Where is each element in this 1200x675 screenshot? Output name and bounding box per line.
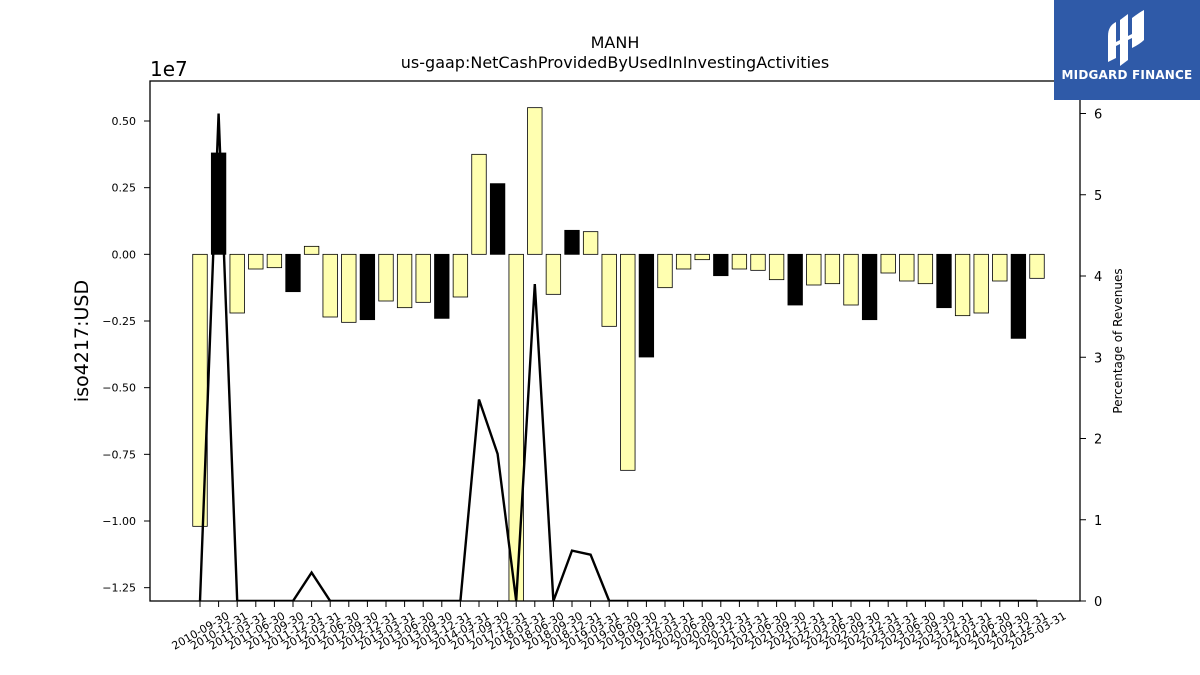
chart-title: MANH xyxy=(591,33,640,52)
bar xyxy=(731,253,748,270)
y-tick-label: −1.00 xyxy=(102,515,136,528)
y-tick-label: 0.00 xyxy=(112,248,137,261)
bar xyxy=(806,253,822,286)
bar xyxy=(564,229,580,255)
bar xyxy=(657,253,673,289)
bar xyxy=(434,253,450,319)
x-axis: 2010-09-302010-12-312011-03-312011-06-30… xyxy=(170,601,1069,653)
bar xyxy=(713,253,729,277)
y-offset-label: 1e7 xyxy=(150,57,188,81)
y2-tick-label: 6 xyxy=(1094,108,1102,123)
y2-axis-label: Percentage of Revenues xyxy=(1111,268,1125,413)
brand-name: MIDGARD FINANCE xyxy=(1061,68,1193,82)
plot-frame xyxy=(149,80,1081,602)
bar xyxy=(378,253,394,302)
bar xyxy=(471,153,487,255)
bar xyxy=(992,253,1008,282)
bar xyxy=(285,253,301,293)
bar xyxy=(266,253,283,269)
y-tick-label: 0.50 xyxy=(112,115,137,128)
bar xyxy=(768,253,785,281)
y2-tick-label: 3 xyxy=(1094,351,1102,366)
midgard-logo-icon xyxy=(1108,10,1144,66)
y-tick-label: −1.25 xyxy=(102,582,136,595)
y2-tick-label: 0 xyxy=(1094,595,1102,610)
bar xyxy=(899,253,915,282)
bar xyxy=(1010,253,1027,339)
y-tick-label: −0.75 xyxy=(102,448,136,461)
bar xyxy=(489,183,506,255)
bar xyxy=(1029,253,1045,279)
bar-group xyxy=(192,107,1045,602)
bar xyxy=(527,107,543,255)
bar xyxy=(303,245,320,255)
bar xyxy=(694,253,710,261)
bar xyxy=(973,253,989,314)
bar xyxy=(248,253,264,270)
bar xyxy=(917,253,934,285)
ratio-line-group xyxy=(198,113,1037,601)
y2-tick-label: 2 xyxy=(1094,433,1102,448)
bar xyxy=(824,253,841,285)
bar xyxy=(675,253,692,270)
bar xyxy=(750,253,766,271)
y2-tick-label: 5 xyxy=(1094,189,1102,204)
bar xyxy=(936,253,952,309)
bar xyxy=(415,253,431,303)
bar xyxy=(229,253,245,314)
y-tick-label: 0.25 xyxy=(112,182,137,195)
bar xyxy=(954,253,971,317)
y2-tick-label: 4 xyxy=(1094,270,1102,285)
brand-logo: MIDGARD FINANCE xyxy=(1054,0,1200,100)
bar xyxy=(582,231,599,255)
bar xyxy=(341,253,357,323)
bar xyxy=(322,253,338,318)
y2-axis: 0 1 2 3 4 5 6 xyxy=(1080,108,1102,610)
bar xyxy=(396,253,413,309)
bar xyxy=(452,253,469,298)
y-axis-label: iso4217:USD xyxy=(71,280,93,402)
y-tick-label: −0.25 xyxy=(102,315,136,328)
bar xyxy=(601,253,617,327)
bar xyxy=(508,253,524,602)
bar xyxy=(787,253,803,306)
bar xyxy=(880,253,896,274)
y2-tick-label: 1 xyxy=(1094,514,1102,529)
ratio-line xyxy=(198,113,1037,601)
chart-subtitle: us-gaap:NetCashProvidedByUsedInInvesting… xyxy=(401,53,829,72)
bar xyxy=(359,253,376,321)
bar xyxy=(861,253,878,321)
y-tick-label: −0.50 xyxy=(102,382,136,395)
y-axis: 0.50 0.25 0.00 −0.25 −0.50 −0.75 −1.00 −1.25 xyxy=(102,115,150,595)
bar xyxy=(620,253,636,471)
bar xyxy=(843,253,859,306)
bar xyxy=(545,253,562,295)
bar xyxy=(638,253,655,358)
